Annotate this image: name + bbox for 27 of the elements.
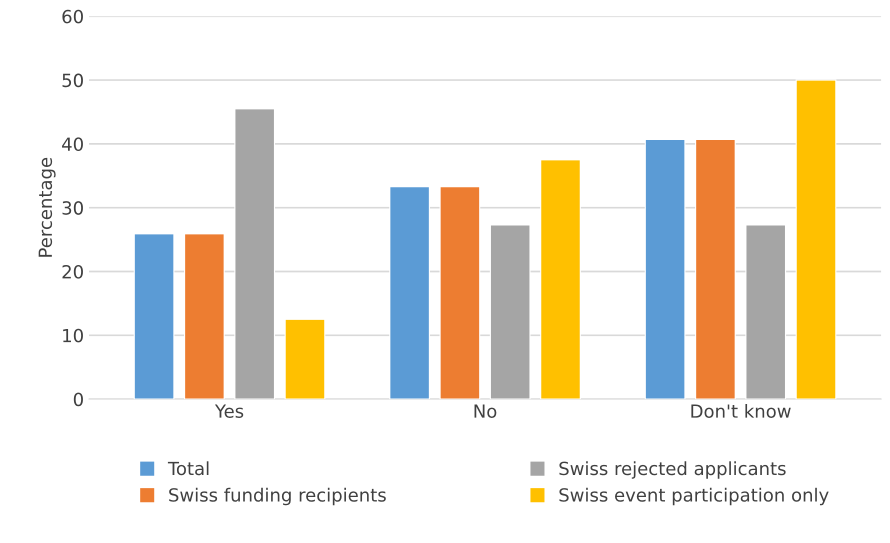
bar bbox=[234, 108, 276, 400]
y-tick-label: 60 bbox=[62, 10, 83, 24]
y-tick-label: 10 bbox=[63, 328, 83, 342]
x-tick-label: Don't know bbox=[691, 404, 791, 418]
y-tick-label: 0 bbox=[74, 392, 83, 406]
y-tick-label: 20 bbox=[62, 264, 83, 279]
y-tick-label: 30 bbox=[62, 201, 83, 215]
bar bbox=[490, 224, 531, 400]
bar bbox=[796, 80, 836, 400]
bar bbox=[695, 138, 736, 400]
legend-label: Swiss event participation only bbox=[559, 488, 829, 506]
bar bbox=[284, 318, 326, 400]
x-tick-label: No bbox=[474, 404, 496, 418]
bar bbox=[184, 233, 225, 400]
x-tick-label: Yes bbox=[214, 404, 244, 418]
bar bbox=[134, 233, 174, 400]
bar bbox=[440, 186, 480, 400]
y-axis-title: Percentage bbox=[38, 158, 56, 257]
bar bbox=[540, 159, 581, 400]
y-tick-label: 40 bbox=[62, 137, 83, 152]
y-tick-label: 50 bbox=[62, 74, 83, 88]
legend-label: Total bbox=[168, 461, 208, 476]
bar bbox=[644, 138, 686, 400]
bar bbox=[745, 224, 786, 400]
legend-label: Swiss rejected applicants bbox=[559, 461, 786, 479]
legend-label: Swiss funding recipients bbox=[169, 488, 386, 506]
bar bbox=[389, 186, 430, 400]
